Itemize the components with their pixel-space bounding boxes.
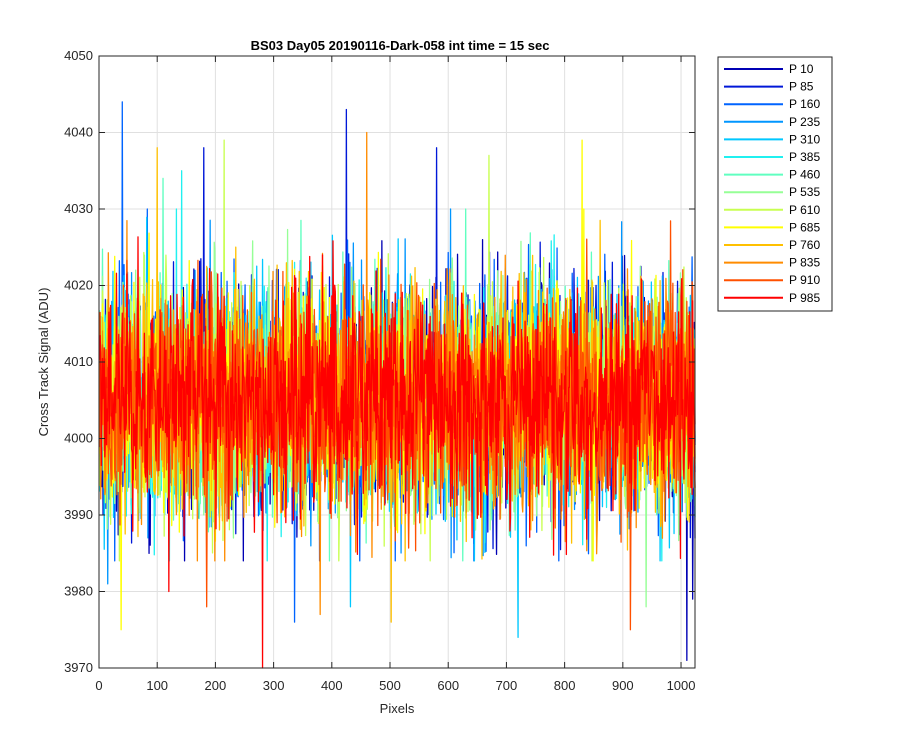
- legend: P 10 P 85 P 160 P 235 P 310 P 385 P 460 P 535 P …: [717, 56, 833, 312]
- plot-area: 0 100 200 300 400 500 600 700 800 900 1000 3970 3980…: [64, 48, 696, 693]
- legend-entry-label: P 835: [789, 256, 820, 270]
- legend-entry-label: P 10: [789, 62, 814, 76]
- x-tick-label: 1000: [667, 678, 696, 693]
- legend-entry-label: P 760: [789, 238, 820, 252]
- legend-entry-label: P 985: [789, 291, 820, 305]
- y-tick-label: 3970: [64, 660, 93, 675]
- x-tick-label: 500: [379, 678, 401, 693]
- y-tick-label: 4000: [64, 431, 93, 446]
- x-tick-label: 200: [205, 678, 227, 693]
- legend-items: P 10 P 85 P 160 P 235 P 310 P 385 P 460 P 535 P …: [724, 62, 820, 305]
- legend-entry-label: P 385: [789, 150, 820, 164]
- x-tick-label: 0: [95, 678, 102, 693]
- x-tick-label: 700: [496, 678, 518, 693]
- x-tick-label: 600: [437, 678, 459, 693]
- legend-entry-label: P 235: [789, 115, 820, 129]
- chart-title: BS03 Day05 20190116-Dark-058 int time = …: [251, 38, 550, 53]
- legend-entry-label: P 160: [789, 97, 820, 111]
- legend-entry-label: P 310: [789, 132, 820, 146]
- legend-entry-label: P 910: [789, 273, 820, 287]
- y-tick-label: 4040: [64, 125, 93, 140]
- legend-box: [717, 56, 833, 312]
- y-tick-label: 3980: [64, 584, 93, 599]
- legend-entry-label: P 685: [789, 220, 820, 234]
- x-tick-label: 300: [263, 678, 285, 693]
- x-tick-label: 100: [146, 678, 168, 693]
- legend-entry-label: P 610: [789, 203, 820, 217]
- y-tick-label: 4030: [64, 201, 93, 216]
- axis-ticks: 0 100 200 300 400 500 600 700 800 900 1000 3970 3980…: [64, 48, 695, 693]
- legend-entry-label: P 460: [789, 168, 820, 182]
- series-line: [98, 220, 696, 631]
- x-tick-label: 400: [321, 678, 343, 693]
- series-lines: [98, 101, 696, 669]
- legend-entry-label: P 85: [789, 80, 814, 94]
- x-tick-label: 800: [554, 678, 576, 693]
- y-tick-label: 4010: [64, 354, 93, 369]
- y-axis-label: Cross Track Signal (ADU): [36, 288, 51, 437]
- series-line: [98, 236, 696, 669]
- y-tick-label: 3990: [64, 507, 93, 522]
- legend-entry-label: P 535: [789, 185, 820, 199]
- y-tick-label: 4020: [64, 278, 93, 293]
- y-tick-label: 4050: [64, 48, 93, 63]
- x-tick-label: 900: [612, 678, 634, 693]
- x-axis-label: Pixels: [380, 701, 415, 716]
